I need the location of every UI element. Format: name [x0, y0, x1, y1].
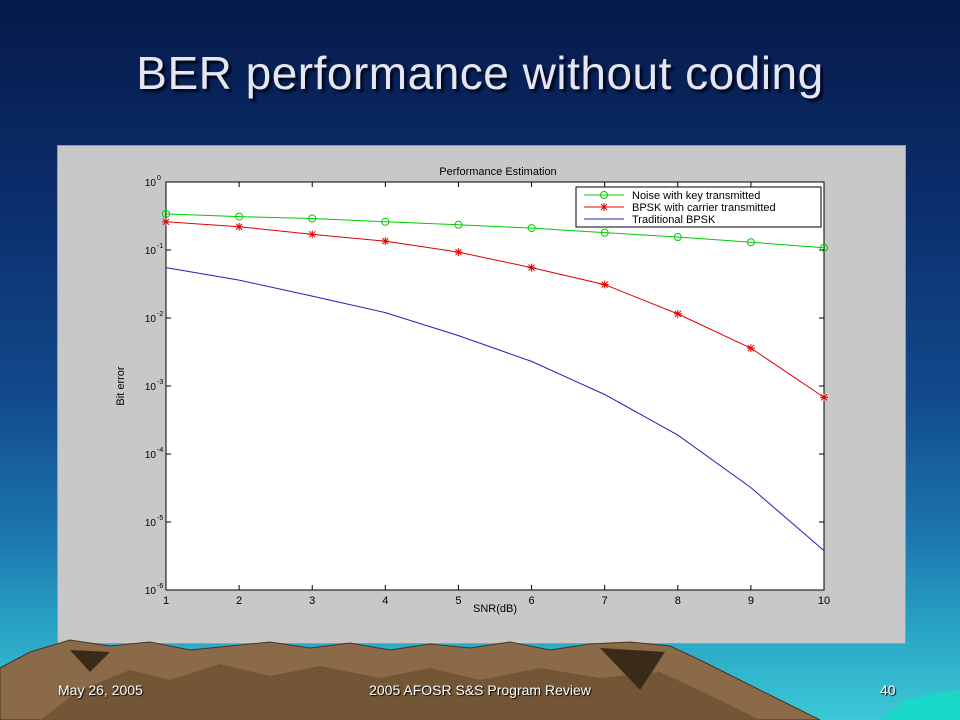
legend-entry-label: Noise with key transmitted: [632, 190, 760, 202]
series-1-point: [162, 209, 170, 218]
slide-title: BER performance without coding: [136, 47, 824, 99]
x-tick-label: 2: [236, 595, 242, 607]
y-tick-exponent: -3: [157, 379, 163, 386]
y-tick-label: 10 0: [145, 175, 161, 189]
chart-title: Performance Estimation: [439, 166, 556, 178]
series-1-point: [673, 233, 682, 242]
series-1-point: [527, 224, 536, 233]
y-axis-label: Bit error: [115, 366, 127, 405]
x-tick-label: 8: [675, 595, 681, 607]
y-tick-label: 10 -6: [145, 583, 163, 597]
series-2-point: [820, 393, 828, 402]
series-1-point: [235, 212, 244, 221]
x-tick-label: 4: [382, 595, 388, 607]
x-tick-label: 3: [309, 595, 315, 607]
x-tick-label: 5: [455, 595, 461, 607]
y-tick-base: 10: [145, 314, 157, 325]
y-tick-exponent: -2: [157, 311, 163, 318]
series-2-point: [600, 280, 609, 289]
x-tick-label: 7: [602, 595, 608, 607]
y-tick-base: 10: [145, 382, 157, 393]
y-tick-exponent: -6: [157, 583, 163, 590]
y-tick-base: 10: [145, 450, 157, 461]
series-1-point: [308, 214, 317, 223]
series-1-point: [381, 217, 390, 226]
y-tick-label: 10 -3: [145, 379, 163, 393]
y-tick-label: 10 -1: [145, 243, 163, 257]
series-1-point: [746, 238, 755, 247]
series-line-2: [165, 221, 825, 398]
series-2-point: [235, 222, 244, 231]
legend-entry-label: BPSK with carrier transmitted: [632, 202, 776, 214]
y-tick-base: 10: [145, 246, 157, 257]
x-tick-label: 6: [528, 595, 534, 607]
series-2-point: [162, 217, 170, 226]
page-number: 40: [880, 682, 896, 698]
series-2-point: [381, 237, 390, 246]
series-1-point: [820, 243, 828, 252]
series-line-1: [165, 213, 825, 249]
y-tick-base: 10: [145, 586, 157, 597]
series-2-point: [527, 263, 536, 272]
x-tick-label: 1: [163, 595, 169, 607]
legend-marker: [600, 203, 608, 211]
y-tick-exponent: -1: [157, 243, 163, 250]
y-tick-label: 10 -2: [145, 311, 163, 325]
footer-date: May 26, 2005: [58, 682, 143, 698]
y-tick-base: 10: [145, 518, 157, 529]
y-tick-label: 10 -4: [145, 447, 163, 461]
series-2-point: [746, 344, 755, 353]
legend-entry-label: Traditional BPSK: [632, 214, 716, 226]
plot-area: [165, 181, 825, 591]
y-tick-exponent: -5: [157, 515, 163, 522]
series-1-point: [600, 228, 609, 237]
series-2-point: [308, 230, 317, 239]
figure-panel: Performance Estimation 1 2 3 4 5 6 7 8 9 10 10 0 10-…: [57, 145, 906, 644]
x-tick-label: 10: [818, 595, 830, 607]
series-line-3: [165, 267, 825, 551]
x-tick-label: 9: [748, 595, 754, 607]
y-tick-exponent: 0: [157, 175, 161, 182]
series-1-point: [454, 220, 463, 229]
footer-program-review: 2005 AFOSR S&S Program Review: [369, 682, 591, 698]
y-tick-exponent: -4: [157, 447, 163, 454]
legend-marker: [600, 191, 608, 199]
x-axis-label: SNR(dB): [473, 603, 517, 615]
series-2-point: [454, 248, 463, 257]
y-tick-base: 10: [145, 178, 157, 189]
series-2-point: [673, 309, 682, 318]
y-tick-label: 10 -5: [145, 515, 163, 529]
